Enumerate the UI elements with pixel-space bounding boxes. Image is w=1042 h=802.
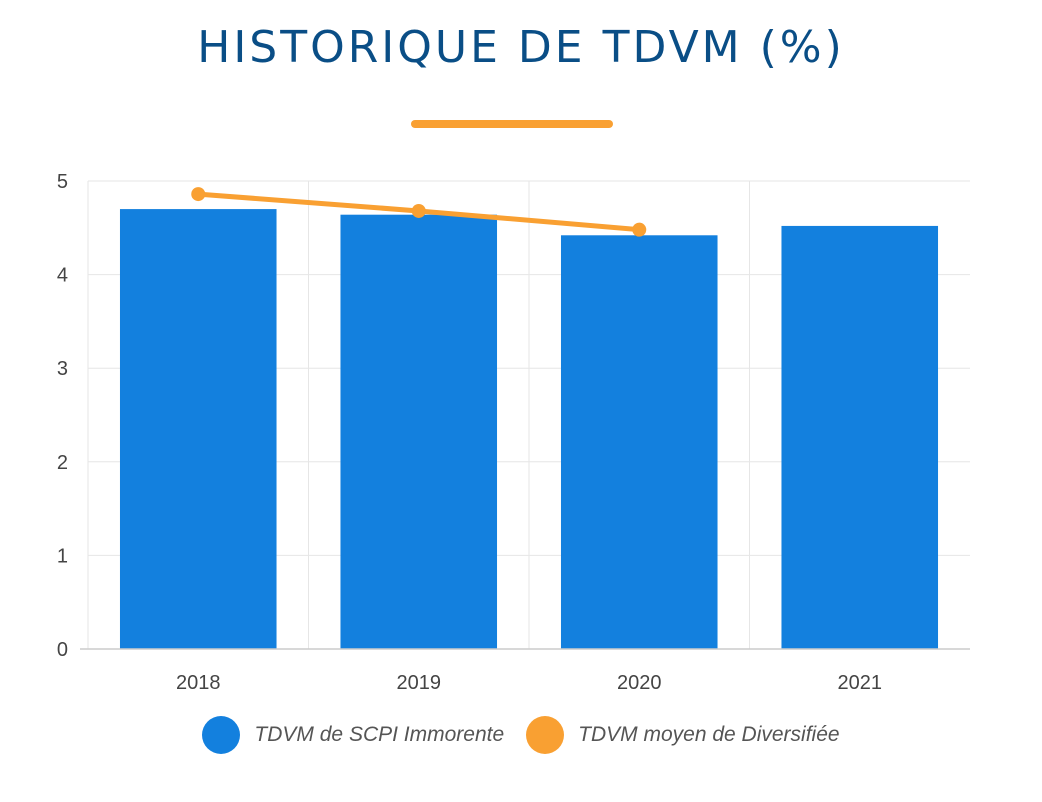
- point-diversifiee-2019[interactable]: [411, 203, 426, 218]
- chart-canvas: 0 1 2 3 4 5 2018 2019 2020 2021: [57, 171, 970, 694]
- bar-2018[interactable]: [119, 209, 277, 649]
- legend-item-immorente[interactable]: TDVM de SCPI Immorente: [202, 716, 504, 754]
- legend: TDVM de SCPI Immorente TDVM moyen de Div…: [0, 716, 1042, 754]
- point-diversifiee-2020[interactable]: [632, 222, 647, 237]
- y-tick-label-2: 2: [57, 452, 68, 474]
- legend-swatch-diversifiee: [526, 716, 565, 754]
- y-tick-label-3: 3: [57, 358, 68, 380]
- x-tick-label-2020: 2020: [617, 672, 662, 694]
- point-diversifiee-2018[interactable]: [191, 187, 206, 202]
- bar-2021[interactable]: [781, 225, 939, 650]
- x-tick-label-2019: 2019: [397, 672, 442, 694]
- axis-layer: 0 1 2 3 4 5 2018 2019 2020 2021: [57, 171, 970, 694]
- legend-swatch-immorente: [202, 716, 241, 754]
- chart-title: HISTORIQUE DE TDVM (%): [197, 22, 845, 73]
- legend-item-diversifiee[interactable]: TDVM moyen de Diversifiée: [526, 716, 840, 754]
- bar-layer: [119, 209, 939, 650]
- bar-2019[interactable]: [340, 214, 498, 650]
- title-underline: [411, 120, 613, 128]
- y-tick-label-1: 1: [57, 545, 68, 567]
- x-tick-label-2021: 2021: [838, 672, 883, 694]
- legend-label-diversifiee: TDVM moyen de Diversifiée: [578, 723, 840, 746]
- x-tick-label-2018: 2018: [176, 672, 221, 694]
- legend-label-immorente: TDVM de SCPI Immorente: [254, 723, 505, 746]
- y-tick-label-5: 5: [57, 171, 68, 193]
- bar-2020[interactable]: [560, 235, 718, 649]
- y-tick-label-4: 4: [57, 265, 68, 287]
- line-layer: [191, 187, 647, 237]
- y-tick-label-0: 0: [57, 639, 68, 661]
